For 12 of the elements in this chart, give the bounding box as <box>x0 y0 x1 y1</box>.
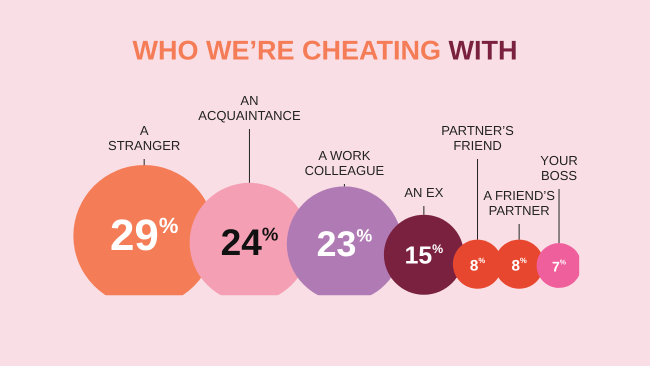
data-label: 23% <box>316 224 372 264</box>
category-label: A WORK COLLEAGUE <box>304 148 384 178</box>
category-label: AN ACQUAINTANCE <box>198 93 301 124</box>
category-label: AN EX <box>404 185 444 200</box>
category-label: PARTNER’S FRIEND <box>441 123 514 154</box>
text: WHO WE’RE CHEATING WITH <box>132 35 518 66</box>
data-label: 15% <box>404 242 444 270</box>
category-label: A FRIEND’S PARTNER <box>483 188 556 218</box>
data-label: 24% <box>220 220 278 263</box>
category-label: YOUR BOSS <box>540 153 578 184</box>
category-label: A STRANGER <box>108 123 180 154</box>
data-label: 29% <box>110 210 178 260</box>
